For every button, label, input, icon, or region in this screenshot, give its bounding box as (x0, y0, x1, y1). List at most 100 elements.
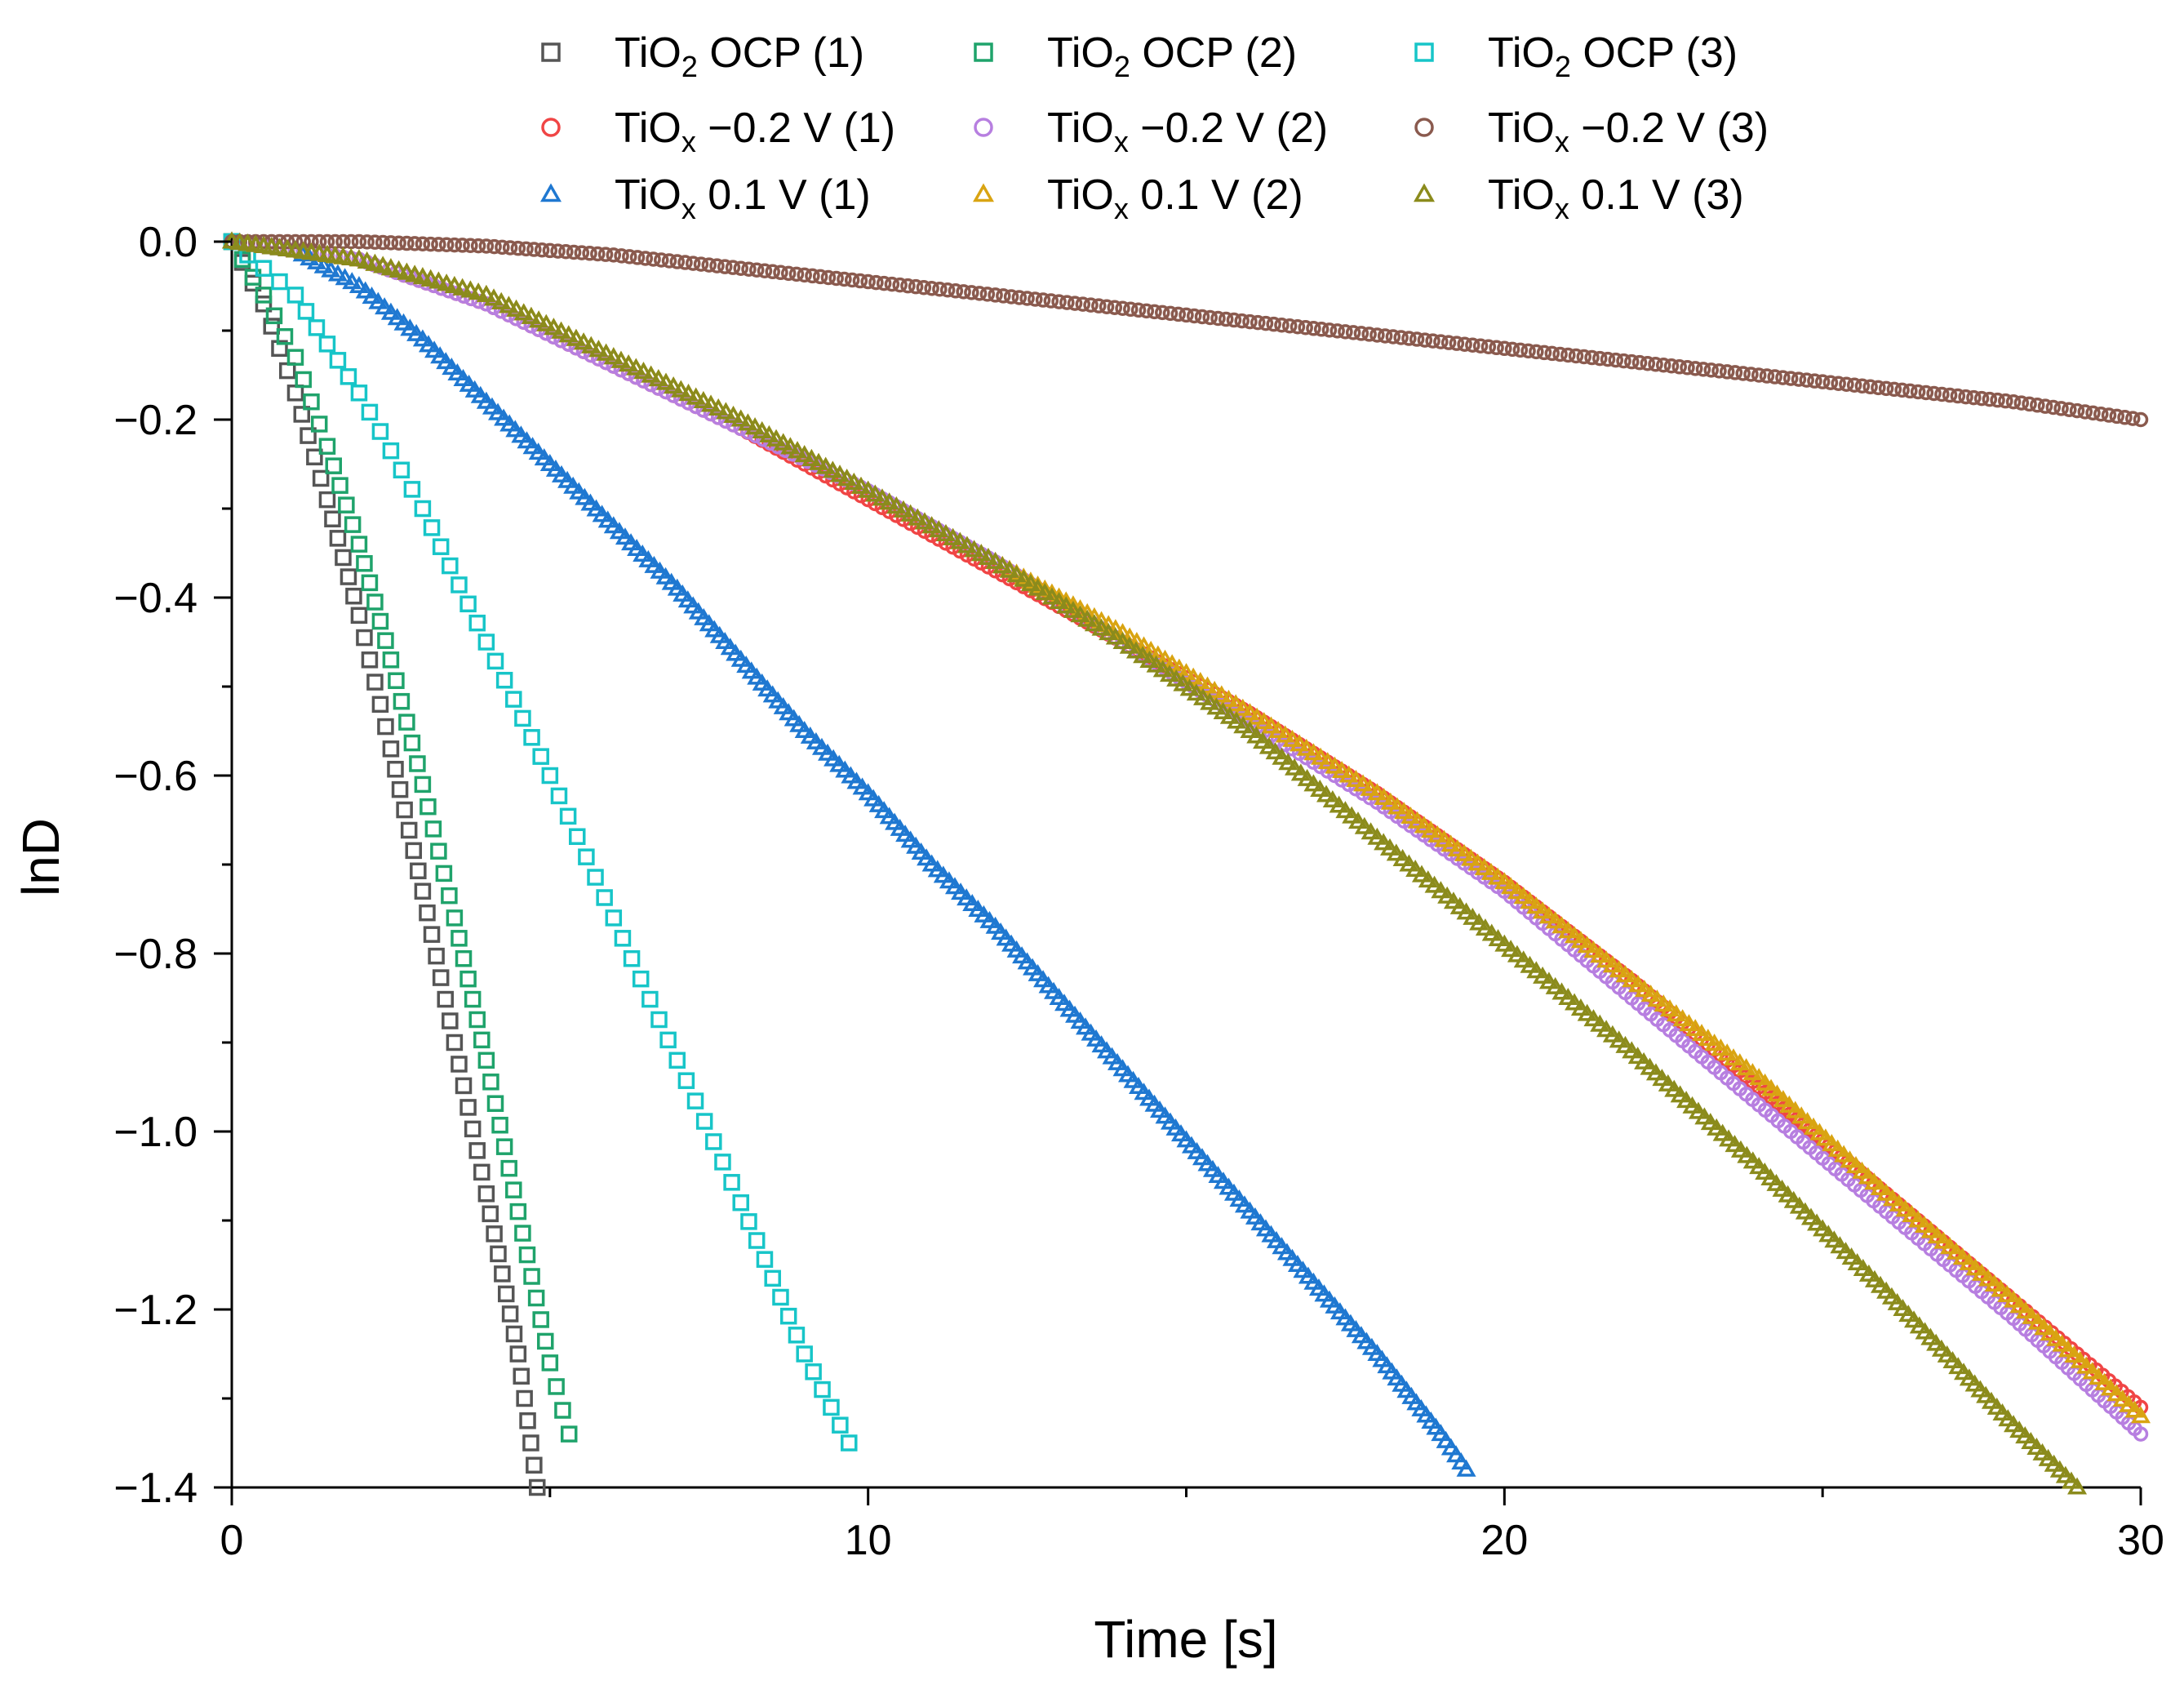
data-point (2034, 1318, 2054, 1336)
data-point (655, 567, 676, 585)
data-point (1278, 753, 1298, 771)
data-point (1345, 325, 1361, 340)
data-point (1645, 1063, 1666, 1081)
data-point (1258, 315, 1274, 331)
data-point (513, 1367, 530, 1385)
data-point (1206, 697, 1227, 715)
data-point (373, 256, 393, 273)
data-point (2044, 1454, 2064, 1472)
data-point (494, 1265, 511, 1283)
data-point (852, 273, 868, 289)
data-point (1824, 1230, 1844, 1248)
data-point (1019, 291, 1035, 306)
data-point (534, 448, 554, 466)
data-point (974, 905, 994, 923)
data-point (1394, 802, 1414, 820)
data-point (1342, 806, 1362, 824)
data-point (1146, 655, 1166, 673)
data-point (470, 238, 486, 254)
data-point (644, 555, 664, 573)
data-point (730, 409, 751, 427)
data-point (654, 252, 669, 268)
data-point (1463, 907, 1483, 925)
data-point (1789, 1196, 1809, 1214)
data-point (1822, 1134, 1842, 1152)
data-point (405, 842, 423, 860)
data-point (1751, 367, 1767, 383)
data-point (312, 469, 330, 487)
data-point (1501, 940, 1521, 958)
data-point (566, 244, 582, 260)
data-point (455, 949, 473, 967)
data-point (671, 380, 691, 398)
data-point (829, 465, 850, 482)
data-point (748, 262, 765, 278)
data-point (1242, 313, 1258, 330)
data-point (255, 296, 273, 313)
series-layer (221, 231, 2151, 1496)
data-point (541, 767, 559, 785)
data-point (1480, 862, 1501, 880)
data-point (1290, 763, 1311, 781)
data-point (1338, 324, 1353, 340)
data-point (541, 1354, 559, 1372)
data-point (464, 1120, 482, 1138)
data-point (1558, 987, 1578, 1005)
data-point (393, 692, 411, 710)
data-point (478, 238, 495, 254)
data-point (641, 990, 659, 1008)
data-point (1918, 385, 1934, 401)
data-point (506, 299, 526, 317)
data-point (400, 821, 418, 839)
data-point (554, 1402, 571, 1419)
data-point (484, 288, 504, 306)
data-point (528, 442, 548, 460)
data-point (971, 286, 988, 301)
data-point (400, 318, 420, 336)
data-point (1497, 340, 1512, 357)
data-point (441, 887, 458, 905)
data-point (1772, 1179, 1792, 1197)
data-point (603, 516, 624, 534)
data-point (1119, 636, 1139, 654)
data-point (1374, 833, 1394, 851)
data-point (623, 949, 641, 967)
data-point (532, 1311, 549, 1328)
data-point (908, 278, 924, 295)
data-point (860, 273, 876, 290)
data-point (1475, 918, 1495, 936)
data-point (968, 899, 988, 917)
data-point (1972, 1263, 1992, 1281)
data-point (399, 235, 415, 251)
data-point (387, 760, 404, 778)
data-point (1648, 356, 1663, 372)
data-point (432, 538, 450, 555)
data-point (2022, 1306, 2042, 1324)
data-point (1354, 816, 1374, 834)
data-point (1405, 860, 1426, 878)
data-point (1409, 331, 1425, 347)
data-point (677, 1072, 695, 1089)
data-point (1186, 683, 1206, 701)
data-point (1298, 320, 1313, 336)
data-point (1920, 1220, 1941, 1238)
data-point (876, 275, 892, 291)
data-point (521, 306, 541, 324)
data-point (1679, 1014, 1699, 1032)
legend-label: TiO2 OCP (1) (615, 29, 864, 83)
data-point (1634, 1051, 1654, 1069)
data-point (1946, 1242, 1966, 1260)
data-point (1694, 1107, 1715, 1125)
data-point (1876, 1183, 1897, 1201)
data-point (442, 1012, 459, 1029)
data-point (1431, 881, 1451, 899)
data-point (1399, 854, 1419, 872)
data-point (1369, 327, 1385, 343)
data-point (1232, 698, 1253, 716)
data-point (794, 720, 815, 738)
x-tick-label: 30 (2117, 1517, 2164, 1564)
data-point (2082, 1362, 2102, 1380)
data-point (1533, 901, 1553, 919)
data-point (2009, 1420, 2030, 1438)
